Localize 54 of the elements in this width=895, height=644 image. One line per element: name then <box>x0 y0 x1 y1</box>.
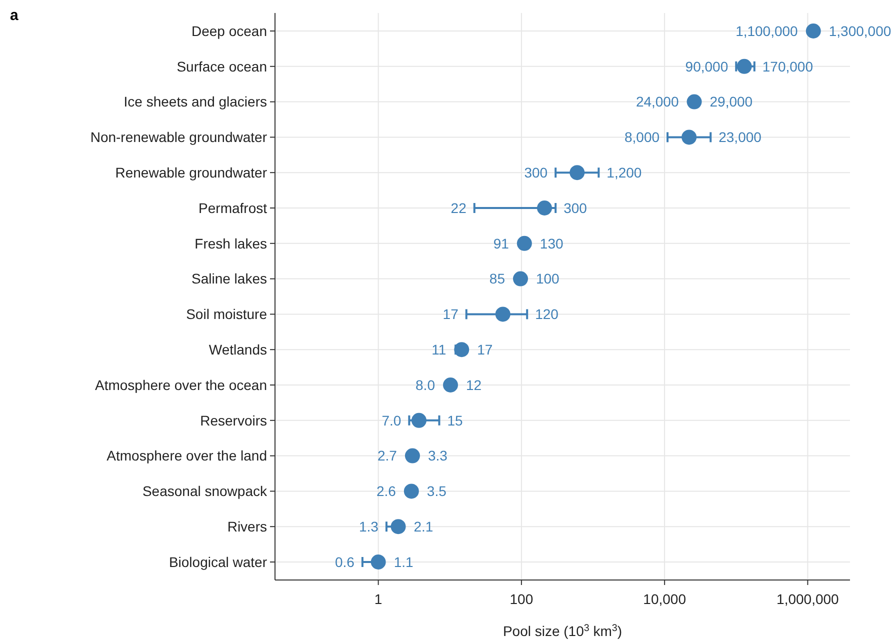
annotation: 130 <box>540 235 564 252</box>
y-tick-label: Reservoirs <box>200 412 267 428</box>
annotation: 24,000 <box>636 94 679 110</box>
y-tick-label: Ice sheets and glaciers <box>124 94 267 110</box>
annotation: 22 <box>450 200 467 216</box>
annotation: 1,100,000 <box>736 22 798 39</box>
y-tick-label: Seasonal snowpack <box>142 483 268 500</box>
annotation: 1.1 <box>394 554 414 570</box>
y-tick-label: Atmosphere over the land <box>106 448 267 464</box>
annotation: 2.6 <box>376 483 396 500</box>
annotation: 100 <box>536 270 560 287</box>
annotation: 15 <box>447 412 464 428</box>
annotation: 29,000 <box>710 94 753 110</box>
annotation: 2.1 <box>414 518 434 534</box>
annotation: 300 <box>524 164 548 180</box>
y-tick-label: Wetlands <box>208 342 267 358</box>
annotation: 3.3 <box>428 448 448 464</box>
annotation: 12 <box>466 376 482 393</box>
annotation: 2.7 <box>377 448 398 464</box>
annotation: 120 <box>535 306 559 322</box>
y-tick-label: Non-renewable groundwater <box>90 129 268 146</box>
annotation: 1,200 <box>606 164 642 180</box>
y-tick-label: Soil moisture <box>186 306 268 322</box>
text: a <box>10 7 19 24</box>
annotation: 23,000 <box>718 129 762 146</box>
x-tick-label: 1 <box>374 591 382 607</box>
y-tick-label: Renewable groundwater <box>115 164 268 180</box>
annotation: 91 <box>493 235 510 252</box>
annotation: 1,300,000 <box>828 22 892 39</box>
x-tick-label: 10,000 <box>643 591 686 607</box>
y-tick-label: Rivers <box>227 518 267 534</box>
y-tick-label: Permafrost <box>198 200 268 216</box>
y-tick-label: Saline lakes <box>192 270 267 287</box>
y-tick-label: Deep ocean <box>191 22 267 39</box>
y-tick-label: Fresh lakes <box>194 235 267 252</box>
y-tick-label: Atmosphere over the ocean <box>95 376 267 393</box>
annotation: 0.6 <box>334 554 355 570</box>
annotation: 11 <box>432 342 446 358</box>
annotation: 17 <box>477 342 493 358</box>
annotation: 1.3 <box>359 518 379 534</box>
annotation: 300 <box>564 200 588 216</box>
annotation: 170,000 <box>762 58 814 74</box>
annotation: 8.0 <box>416 376 436 393</box>
y-tick-label: Biological water <box>168 554 268 570</box>
annotation: 8,000 <box>624 129 660 146</box>
annotation: 3.5 <box>426 483 447 500</box>
annotation: 7.0 <box>382 412 402 428</box>
x-axis-title: Pool size (10$^{3}$ km$^{3}$) <box>502 622 622 639</box>
y-tick-label: Surface ocean <box>176 58 267 74</box>
annotation: 85 <box>489 270 506 287</box>
x-tick-label: 100 <box>510 591 534 607</box>
annotation: 90,000 <box>685 58 728 74</box>
x-tick-label: 1,000,000 <box>776 591 840 607</box>
annotation: 17 <box>442 306 459 322</box>
